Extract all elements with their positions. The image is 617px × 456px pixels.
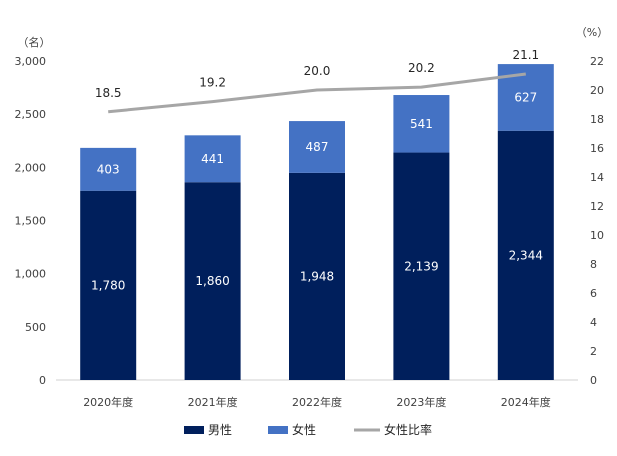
ratio-value-label: 20.0 xyxy=(304,64,331,78)
legend-swatch-male xyxy=(184,426,204,434)
y-right-tick-label: 4 xyxy=(590,316,597,329)
y-right-tick-label: 0 xyxy=(590,374,597,387)
x-tick-label: 2022年度 xyxy=(292,395,342,409)
bar-male xyxy=(289,172,345,380)
bar-value-label: 2,344 xyxy=(509,248,543,262)
bar-value-label: 1,948 xyxy=(300,269,334,283)
x-tick-label: 2024年度 xyxy=(501,395,551,409)
y-right-tick-label: 8 xyxy=(590,258,597,271)
x-tick-label: 2023年度 xyxy=(396,395,446,409)
bar-value-label: 541 xyxy=(410,117,433,131)
y-right-tick-label: 6 xyxy=(590,287,597,300)
y-right-tick-label: 20 xyxy=(590,84,604,97)
bar-male xyxy=(80,190,137,380)
y-left-tick-label: 1,000 xyxy=(15,268,47,281)
ratio-value-label: 19.2 xyxy=(199,76,226,90)
bar-female xyxy=(80,147,137,191)
y-right-tick-label: 10 xyxy=(590,229,604,242)
bar-female xyxy=(393,95,450,153)
x-tick-label: 2021年度 xyxy=(188,395,238,409)
bar-value-label: 487 xyxy=(306,140,329,154)
bar-value-label: 441 xyxy=(201,152,224,166)
bar-value-label: 1,780 xyxy=(91,278,125,292)
bar-female xyxy=(184,135,241,183)
ratio-value-label: 20.2 xyxy=(408,61,435,75)
bar-value-label: 1,860 xyxy=(195,274,229,288)
y-left-unit: （名） xyxy=(18,35,51,49)
y-left-tick-label: 2,500 xyxy=(15,108,47,121)
bar-male xyxy=(393,152,450,380)
legend-label: 女性 xyxy=(292,422,316,437)
legend-swatch-female xyxy=(268,426,288,434)
legend-label: 男性 xyxy=(208,423,232,437)
y-left-tick-label: 3,000 xyxy=(15,55,47,68)
bar-value-label: 627 xyxy=(514,90,537,104)
bar-value-label: 2,139 xyxy=(404,259,438,273)
y-right-tick-label: 2 xyxy=(590,345,597,358)
y-right-tick-label: 16 xyxy=(590,142,604,155)
x-tick-label: 2020年度 xyxy=(83,395,133,409)
y-left-tick-label: 2,000 xyxy=(15,161,47,174)
bar-female xyxy=(289,121,345,173)
y-right-tick-label: 14 xyxy=(590,171,604,184)
ratio-value-label: 18.5 xyxy=(95,86,122,100)
y-left-tick-label: 0 xyxy=(39,374,46,387)
y-right-tick-label: 22 xyxy=(590,55,604,68)
y-right-unit: （%） xyxy=(576,26,608,39)
y-left-tick-label: 1,500 xyxy=(15,215,47,228)
bar-value-label: 403 xyxy=(97,162,120,176)
bar-male xyxy=(497,130,554,380)
y-right-tick-label: 18 xyxy=(590,113,604,126)
legend-label: 女性比率 xyxy=(384,422,432,437)
ratio-value-label: 21.1 xyxy=(512,48,539,62)
bar-male xyxy=(184,182,241,380)
y-left-tick-label: 500 xyxy=(25,321,46,334)
y-right-tick-label: 12 xyxy=(590,200,604,213)
ratio-line xyxy=(108,72,526,114)
